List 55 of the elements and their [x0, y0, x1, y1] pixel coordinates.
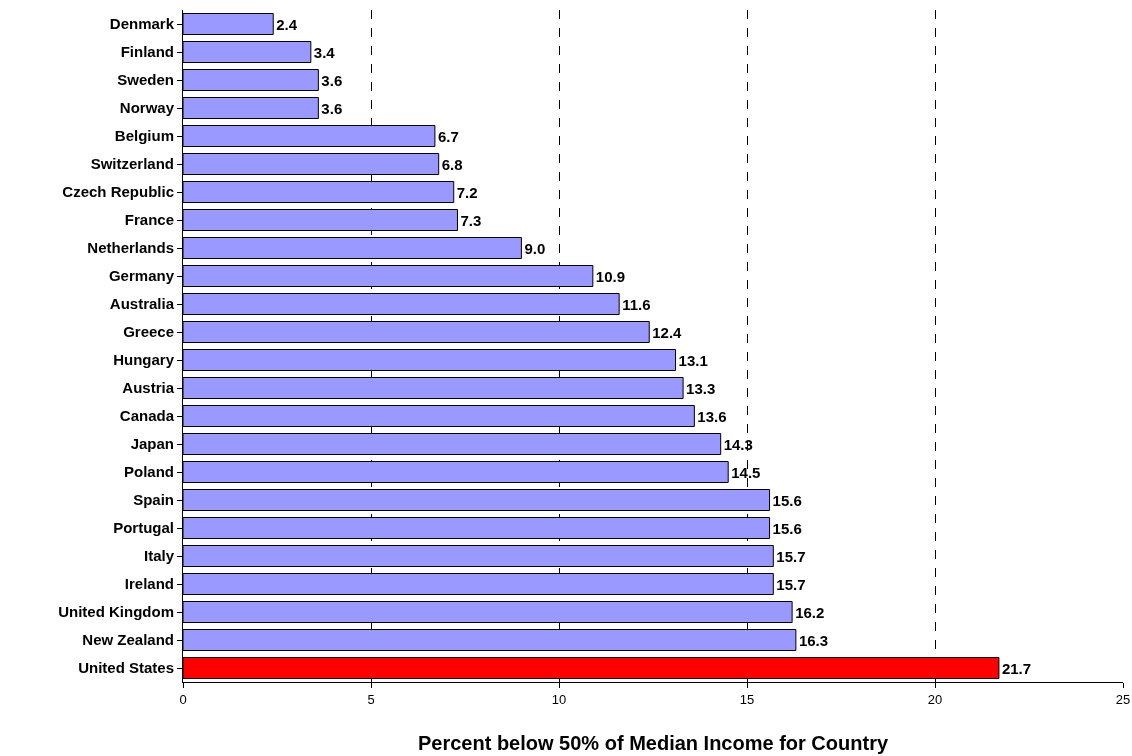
data-label: 9.0	[524, 239, 546, 257]
x-tick-label: 25	[1115, 691, 1131, 707]
y-tick-label: Sweden	[117, 71, 174, 89]
data-label: 15.7	[776, 547, 806, 565]
y-tick-label: Japan	[130, 435, 174, 453]
y-tick-label: United States	[78, 659, 174, 677]
y-tick-label: Denmark	[109, 15, 175, 33]
data-label: 7.2	[456, 183, 478, 201]
data-label: 6.7	[437, 127, 459, 145]
data-label: 21.7	[1001, 659, 1032, 677]
x-tick-label: 20	[927, 691, 943, 707]
y-tick-label: Greece	[123, 323, 174, 341]
data-label: 15.7	[776, 575, 806, 593]
data-label: 14.3	[723, 435, 753, 453]
y-tick-label: Netherlands	[87, 239, 174, 257]
y-tick-label: United Kingdom	[58, 603, 174, 621]
y-tick-label: Hungary	[113, 351, 175, 369]
data-label: 13.3	[686, 379, 716, 397]
y-tick-label: Belgium	[114, 127, 174, 145]
y-tick-label: Spain	[133, 491, 174, 509]
data-label: 3.6	[321, 71, 343, 89]
data-label: 7.3	[460, 211, 482, 229]
data-label: 16.3	[798, 631, 829, 649]
y-tick-label: Austria	[122, 379, 175, 397]
x-tick-label: 15	[739, 691, 755, 707]
data-label: 15.6	[772, 519, 802, 537]
y-tick-label: France	[124, 211, 174, 229]
y-tick-label: Ireland	[124, 575, 174, 593]
x-axis-title: Percent below 50% of Median Income for Country	[417, 732, 889, 755]
y-tick-label: Norway	[119, 99, 175, 117]
data-label: 2.4	[276, 15, 298, 33]
data-label: 3.6	[321, 99, 343, 117]
y-tick-label: Germany	[108, 267, 175, 285]
data-label: 15.6	[772, 491, 802, 509]
data-label: 6.8	[441, 155, 463, 173]
y-tick-label: Australia	[109, 295, 175, 313]
data-label: 16.2	[795, 603, 825, 621]
data-label: 13.1	[678, 351, 708, 369]
data-label: 11.6	[622, 295, 651, 313]
data-label: 13.6	[697, 407, 727, 425]
y-tick-label: Finland	[120, 43, 174, 61]
x-tick-label: 10	[551, 691, 567, 707]
y-tick-label: Czech Republic	[62, 183, 174, 201]
data-label: 12.4	[652, 323, 683, 341]
y-tick-label: Canada	[119, 407, 175, 425]
y-tick-label: Poland	[123, 463, 174, 481]
x-tick-label: 0	[179, 691, 187, 707]
y-tick-label: Switzerland	[90, 155, 174, 173]
x-tick-label: 5	[367, 691, 375, 707]
data-label: 14.5	[731, 463, 761, 481]
data-label: 3.4	[313, 43, 336, 61]
y-tick-label: New Zealand	[82, 631, 174, 649]
y-tick-label: Italy	[143, 547, 175, 565]
data-label: 10.9	[595, 267, 626, 285]
y-tick-label: Portugal	[113, 519, 174, 537]
